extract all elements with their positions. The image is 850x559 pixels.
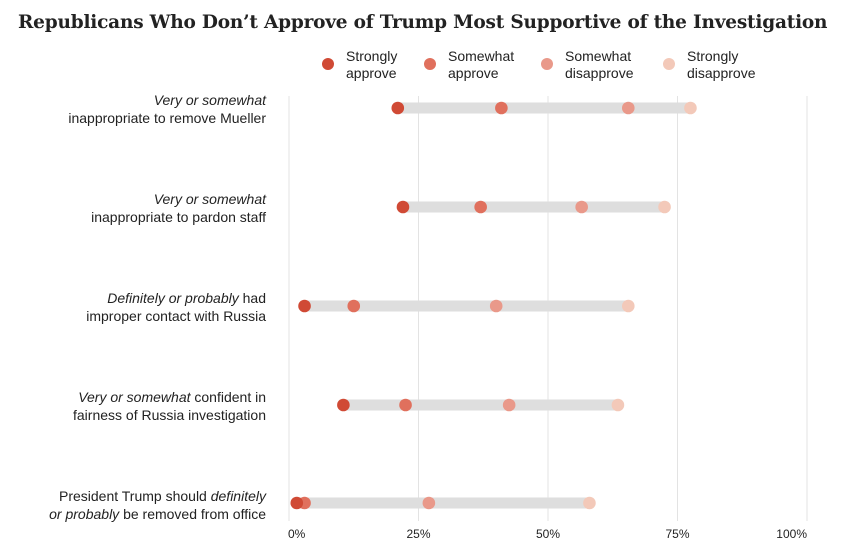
chart-title: Republicans Who Don’t Approve of Trump M… [18,12,828,33]
data-point [347,299,361,313]
legend-label: Strongly approve [346,48,398,81]
data-point [502,398,516,412]
legend-label: Somewhat approve [448,48,515,81]
legend-label: Strongly disapprove [687,48,756,81]
data-point [611,398,625,412]
data-point [337,398,350,412]
row-label-investigation-fairness: Very or somewhat confident in fairness of… [73,389,266,423]
data-point [474,200,487,214]
data-point [575,200,588,214]
data-point [583,496,596,510]
row-label-remove-mueller: Very or somewhat inappropriate to remove … [68,92,266,126]
row-label-removed-from-office: President Trump should definitely or prob… [49,488,266,522]
x-tick-label: 75% [665,527,689,541]
data-point [621,101,635,115]
data-point [399,398,412,412]
row-label-pardon-staff: Very or somewhat inappropriate to pardon … [91,191,266,225]
x-tick-label: 25% [406,527,430,541]
x-tick-label: 50% [536,527,560,541]
legend-dot-strongly-disapprove [663,58,675,70]
data-point [658,200,671,214]
legend-dot-somewhat-disapprove [541,58,553,70]
data-point [489,299,503,313]
data-point [391,101,405,115]
legend-dot-somewhat-approve [424,58,436,70]
data-point [684,101,697,115]
x-tick-label: 0% [288,527,306,541]
data-point [495,101,508,115]
data-point [396,200,410,214]
row-label-russia-contact: Definitely or probably had improper conta… [86,290,266,324]
data-point [422,496,436,510]
legend-label: Somewhat disapprove [565,48,634,81]
legend-dot-strongly-approve [322,58,334,70]
data-point [298,299,311,313]
x-tick-label: 100% [776,527,807,541]
data-point [621,299,635,313]
data-point [290,496,304,510]
